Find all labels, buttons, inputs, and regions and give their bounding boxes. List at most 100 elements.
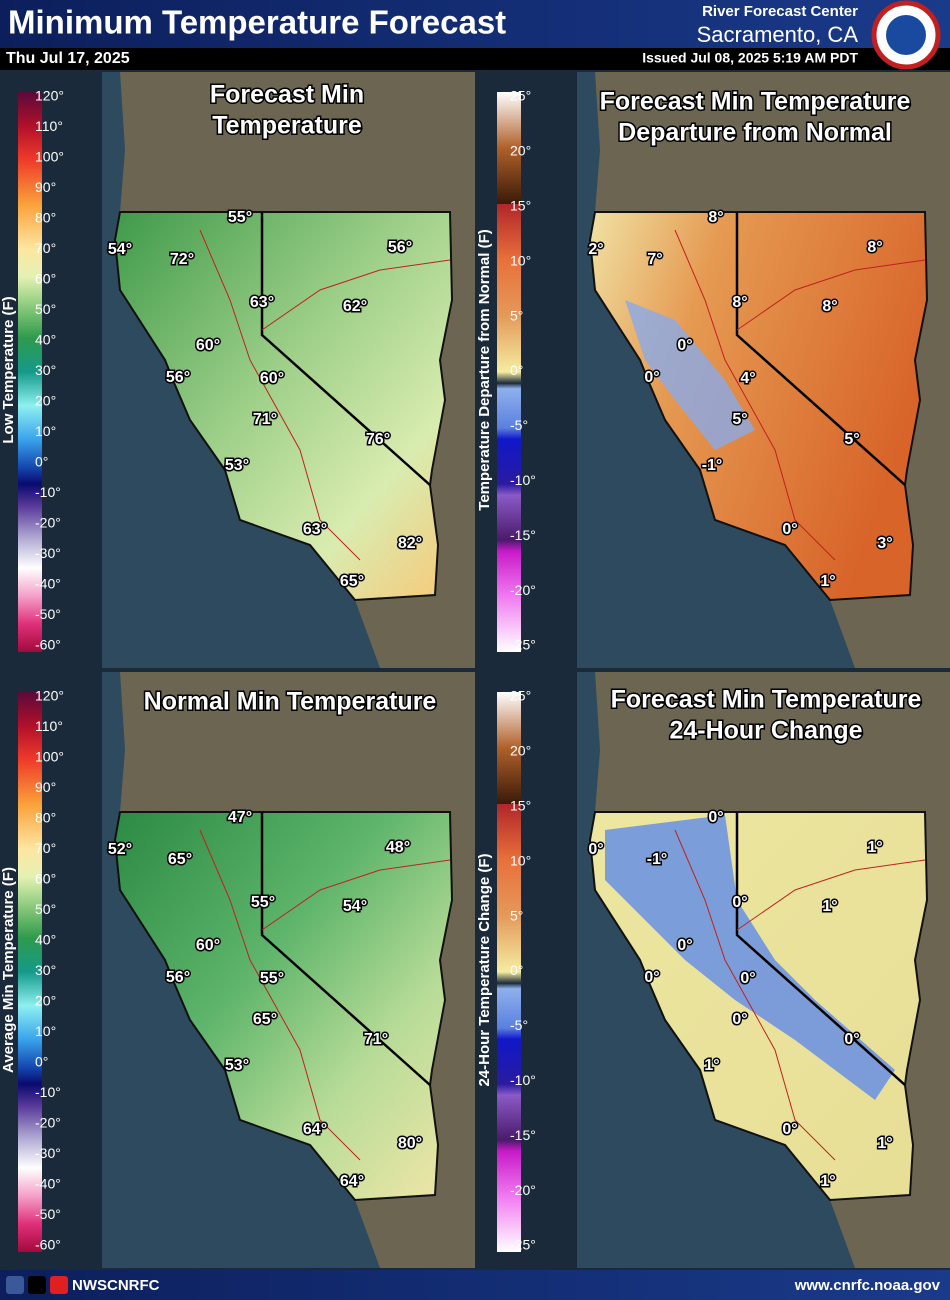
colorbar-tick-label: 5° [510,907,523,923]
forecast-region [113,811,454,1202]
highway [199,229,361,561]
cooling-area [605,815,895,1100]
colorbar-panel [0,72,102,668]
map-panel: 120° 110° 100° 90° 80° 70° 60° 50° 40° 30° 20° 10° 0… [0,72,475,668]
map-label: 1° [704,1057,719,1074]
map-label: 4° [740,370,755,387]
map-label: 47° [228,809,252,826]
map-label: 72° [170,251,194,268]
x-icon[interactable] [28,1276,46,1294]
colorbar-tick-label: 10° [510,252,531,268]
panel-title: Forecast Min Temperature [611,686,922,714]
map-label: 56° [388,239,412,256]
colorbar-tick-label: 110° [35,718,63,734]
website: www.cnrfc.noaa.gov [794,1277,941,1294]
colorbar [497,92,521,652]
map-label: 0° [732,894,747,911]
map-label: 1° [820,1173,835,1190]
youtube-icon[interactable] [50,1276,68,1294]
map-label: -1° [702,457,723,474]
map-label: 62° [343,298,367,315]
colorbar-tick-label: 0° [510,362,523,378]
panel-title: Normal Min Temperature [144,688,437,716]
colorbar-tick-label: 15° [510,198,531,214]
highway [674,829,836,1161]
map-label: 0° [677,937,692,954]
map-label: 65° [340,573,364,590]
colorbar-tick-label: -10° [35,484,61,500]
map-label: 0° [644,969,659,986]
colorbar-tick-label: 25° [510,688,531,704]
map-label: 1° [820,573,835,590]
office: River Forecast Center [702,3,858,20]
footer-bar [0,1270,950,1300]
map-label: 55° [251,894,275,911]
colorbar-tick-label: 60° [35,871,56,887]
colorbar-panel [475,672,577,1268]
social-handle: NWSCNRFC [72,1277,160,1294]
colorbar-tick-label: -20° [510,1182,536,1198]
colorbar-tick-label: 0° [510,962,523,978]
highway [674,229,836,561]
colorbar-tick-label: -60° [35,1237,61,1253]
colorbar-tick-label: -5° [510,417,528,433]
map-label: 0° [732,1011,747,1028]
highway [736,859,926,931]
map-label: 60° [196,337,220,354]
map-label: 8° [867,239,882,256]
colorbar-tick-label: -25° [510,1237,536,1253]
map-label: 0° [708,809,723,826]
map-label: 65° [168,851,192,868]
date-bar [0,48,950,70]
page-title: Minimum Temperature Forecast [8,4,506,41]
colorbar-tick-label: -5° [510,1017,528,1033]
panel-title: 24-Hour Change [669,717,862,745]
near-normal-area [625,300,755,450]
map-panel: 25° 20° 15° 10° 5° 0° -5° -10° -15° -20° -25° Tempe… [475,72,950,668]
panel-title: Departure from Normal [618,119,892,147]
map-label: 76° [366,431,390,448]
map-label: 52° [108,841,132,858]
map-label: 71° [364,1031,388,1048]
colorbar-tick-label: -60° [35,637,61,653]
panel-title: Forecast Min Temperature [600,88,911,116]
map-label: 65° [253,1011,277,1028]
state-border [735,212,906,486]
map-label: 82° [398,535,422,552]
map-label: 53° [225,457,249,474]
map [577,72,950,668]
colorbar-tick-label: 0° [35,454,48,470]
map-label: 0° [782,521,797,538]
map-label: 71° [253,411,277,428]
colorbar-tick-label: -50° [35,606,61,622]
highway [261,859,451,931]
forecast-region [588,211,929,602]
state-border [735,812,906,1086]
colorbar-title: 24-Hour Temperature Change (F) [476,853,493,1086]
colorbar-tick-label: -40° [35,1176,61,1192]
map [102,672,475,1268]
colorbar-tick-label: 10° [510,852,531,868]
map-label: 48° [386,839,410,856]
colorbar-panel [475,72,577,668]
issued: Issued Jul 08, 2025 5:19 AM PDT [642,50,858,66]
colorbar-tick-label: -15° [510,1127,536,1143]
colorbar-title: Average Min Temperature (F) [0,867,17,1073]
colorbar-tick-label: 50° [35,901,56,917]
map-label: 0° [677,337,692,354]
colorbar-tick-label: 40° [35,932,56,948]
colorbar-panel [0,672,102,1268]
colorbar-tick-label: 20° [510,143,531,159]
colorbar-tick-label: -10° [510,1072,536,1088]
map-label: 0° [844,1031,859,1048]
map-label: 54° [108,241,132,258]
forecast-region [113,211,454,602]
map [102,72,475,668]
facebook-icon[interactable] [6,1276,24,1294]
map-label: 56° [166,969,190,986]
map-label: 80° [398,1135,422,1152]
map-label: 54° [343,898,367,915]
map-label: 3° [877,535,892,552]
colorbar-tick-label: 60° [35,271,56,287]
